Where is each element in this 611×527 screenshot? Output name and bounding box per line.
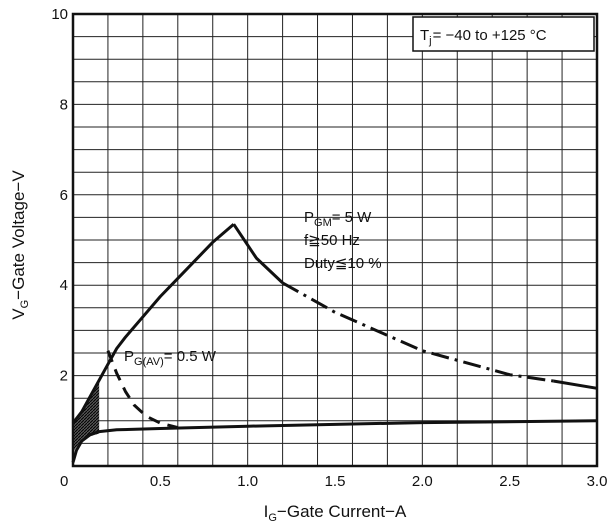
- x-tick-label: 1.5: [325, 473, 346, 490]
- duty-label: Duty≦10 %: [304, 255, 382, 272]
- series-lines: [71, 223, 598, 463]
- y-tick-label: 6: [60, 187, 68, 204]
- x-tick-label: 0: [60, 473, 68, 490]
- series-line-2: [232, 223, 284, 284]
- series-line-6: [71, 419, 598, 463]
- pgm-label: PGM= 5 W: [304, 209, 372, 229]
- temperature-box: [412, 16, 595, 52]
- y-tick-label: 2: [60, 368, 68, 385]
- series-line-3: [281, 281, 554, 383]
- x-tick-label: 1.0: [237, 473, 258, 490]
- plot-frame: [71, 12, 599, 468]
- y-tick-label: 8: [60, 96, 68, 113]
- x-axis-label: IG−Gate Current−A: [264, 502, 407, 524]
- y-axis-label: VG−Gate Voltage−V: [9, 170, 31, 320]
- y-tick-label: 10: [51, 6, 68, 23]
- series-line-4: [553, 379, 598, 390]
- y-tick-label: 4: [60, 277, 68, 294]
- series-line-1: [71, 223, 235, 425]
- frequency-label: f≧50 Hz: [304, 232, 360, 249]
- x-tick-label: 2.5: [499, 473, 520, 490]
- series-line-5: [106, 350, 179, 430]
- pgav-label: PG(AV)= 0.5 W: [124, 348, 217, 368]
- grid: [73, 14, 597, 466]
- x-tick-label: 3.0: [587, 473, 608, 490]
- tick-labels: 0 0.5 1.0 1.5 2.0 2.5 3.0 2 4 6 8 10: [51, 6, 607, 490]
- temperature-label: Tj= −40 to +125 °C: [420, 27, 547, 47]
- x-tick-label: 0.5: [150, 473, 171, 490]
- x-tick-label: 2.0: [412, 473, 433, 490]
